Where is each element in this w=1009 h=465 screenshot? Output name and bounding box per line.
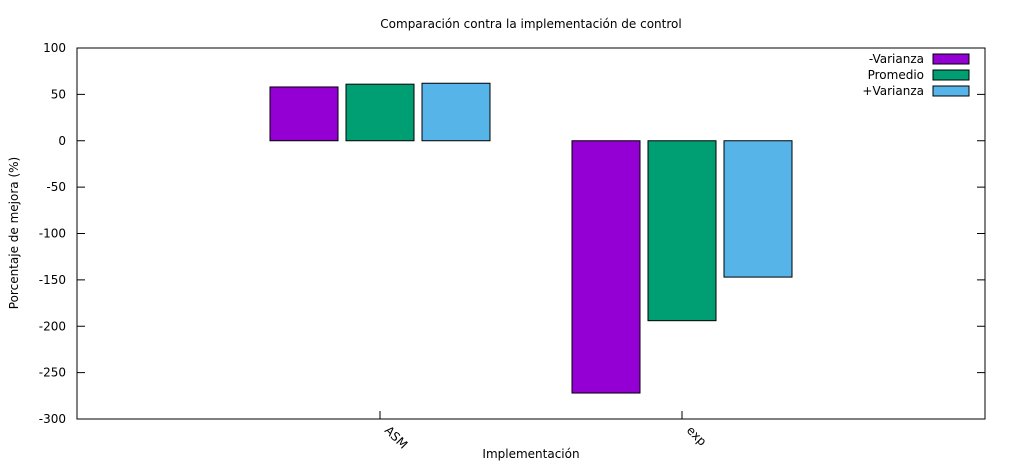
- y-tick-label: -150: [39, 273, 66, 287]
- y-tick-label: 0: [58, 134, 66, 148]
- y-tick-label: -300: [39, 412, 66, 426]
- y-tick-label: -100: [39, 227, 66, 241]
- bar-exp-2: [723, 140, 793, 278]
- y-axis: 100 50 0 -50 -100 -150 -200 -250 -300: [39, 41, 985, 426]
- bar-exp-0: [571, 140, 641, 394]
- bar-asm-2: [421, 82, 491, 142]
- legend-swatch: [932, 53, 970, 65]
- x-tick-label: ASM: [382, 423, 410, 451]
- legend-label: +Varianza: [862, 84, 924, 98]
- x-axis-title: Implementación: [482, 447, 579, 461]
- y-tick-label: 50: [51, 87, 66, 101]
- y-tick-label: -200: [39, 319, 66, 333]
- chart-title: Comparación contra la implementación de …: [380, 17, 681, 31]
- y-tick-label: -50: [46, 180, 66, 194]
- legend-swatch: [932, 69, 970, 81]
- legend-label: Promedio: [868, 68, 924, 82]
- legend: -Varianza Promedio +Varianza: [862, 52, 970, 98]
- y-tick-label: 100: [43, 41, 66, 55]
- y-axis-title: Porcentaje de mejora (%): [7, 157, 21, 309]
- bar-asm-1: [345, 83, 415, 142]
- legend-swatch: [932, 85, 970, 97]
- x-tick-label: exp: [684, 423, 709, 448]
- y-tick-label: -250: [39, 366, 66, 380]
- x-axis: ASM exp: [379, 411, 709, 452]
- legend-label: -Varianza: [869, 52, 924, 66]
- plot-frame: [76, 47, 986, 420]
- bars: [269, 82, 793, 394]
- bar-exp-1: [647, 140, 717, 322]
- bar-asm-0: [269, 86, 339, 142]
